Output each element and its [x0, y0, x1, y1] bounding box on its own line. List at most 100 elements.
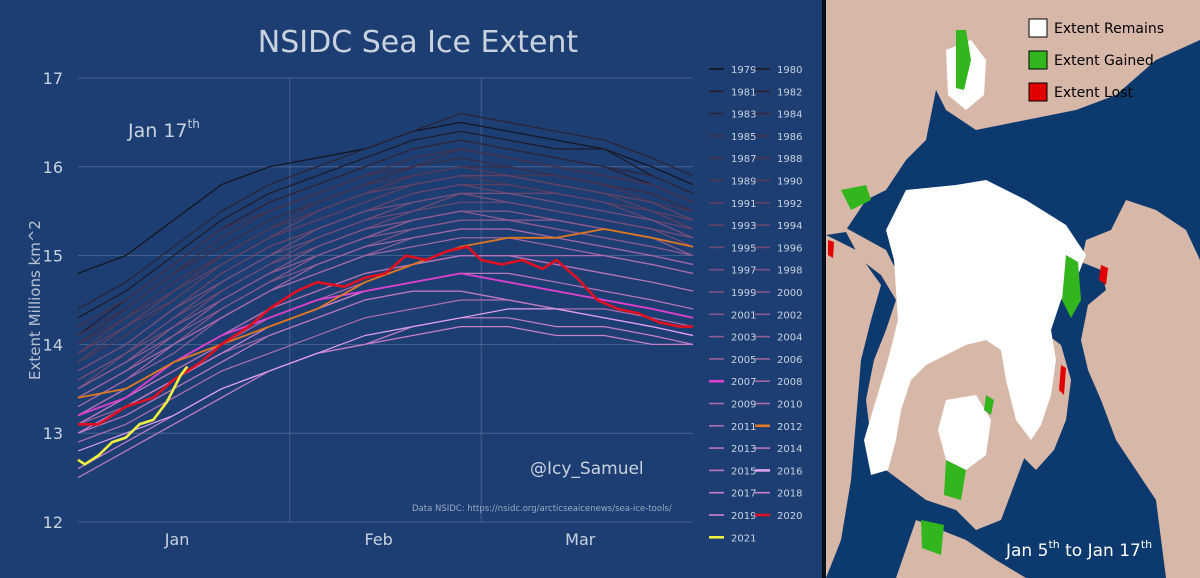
- x-tick-label: Feb: [365, 530, 393, 549]
- y-tick-label: 16: [43, 158, 63, 177]
- legend-label-2001: 2001: [731, 310, 756, 321]
- legend-label-2003: 2003: [731, 333, 756, 344]
- legend-label-1982: 1982: [777, 87, 802, 98]
- extent-gained-5: [921, 520, 944, 555]
- legend-label-2004: 2004: [777, 333, 802, 344]
- series-line-1988: [77, 166, 694, 345]
- extent-gained-1: [956, 30, 971, 90]
- y-axis-label: Extent Millions km^2: [26, 220, 44, 380]
- extent-gained-2: [1062, 255, 1081, 318]
- y-tick-label: 12: [43, 513, 63, 532]
- legend-label-2002: 2002: [777, 310, 802, 321]
- land-siberia-top: [826, 0, 1200, 235]
- extent-gained-4: [944, 460, 966, 500]
- land-scandinavia: [1081, 200, 1200, 578]
- extent-gained-3: [841, 185, 871, 210]
- series-line-1994: [77, 184, 694, 372]
- legend-label-1998: 1998: [777, 266, 802, 277]
- x-tick-label: Mar: [565, 530, 596, 549]
- legend-label-1986: 1986: [777, 132, 802, 143]
- series-line-2011: [77, 299, 694, 443]
- legend-label-1988: 1988: [777, 154, 802, 165]
- legend-label-2017: 2017: [731, 489, 756, 500]
- legend-label-2020: 2020: [777, 511, 802, 522]
- series-line-2012: [77, 228, 694, 399]
- chart-panel: NSIDC Sea Ice Extent 12 13 14 15 16 17 Jan Feb…: [0, 0, 826, 578]
- x-tick-labels: Jan Feb Mar: [164, 530, 596, 549]
- y-tick-label: 14: [43, 335, 63, 354]
- legend-label-1990: 1990: [777, 177, 802, 188]
- series-line-2003: [77, 210, 694, 390]
- map-caption: Jan 5th to Jan 17th: [1005, 538, 1152, 561]
- series-line-1993: [77, 175, 694, 354]
- date-annotation: Jan 17th: [127, 117, 200, 142]
- series-line-2017: [77, 317, 694, 479]
- map-caption-mid: to Jan 17: [1060, 541, 1141, 561]
- legend-label-2013: 2013: [731, 444, 756, 455]
- y-tick-label: 17: [43, 69, 63, 88]
- legend-label-2015: 2015: [731, 466, 756, 477]
- legend-label-gained: Extent Gained: [1054, 53, 1154, 69]
- legend-label-2014: 2014: [777, 444, 802, 455]
- legend-swatch-lost: [1028, 82, 1048, 102]
- series-line-1982: [77, 112, 694, 310]
- legend-label-2008: 2008: [777, 377, 802, 388]
- map-caption-start-sup: th: [1048, 538, 1059, 551]
- chart-background: [0, 0, 826, 578]
- legend: 1979 1980 1981 1982 1983 1984 1985 1986 1987 1988…: [709, 65, 802, 544]
- series-line-1980: [77, 130, 694, 319]
- legend-label-1981: 1981: [731, 87, 756, 98]
- y-tick-label: 13: [43, 424, 63, 443]
- series-lines: [77, 112, 694, 479]
- legend-swatch-gained: [1028, 50, 1048, 70]
- legend-label-1984: 1984: [777, 110, 802, 121]
- legend-label-2012: 2012: [777, 422, 802, 433]
- legend-label-2016: 2016: [777, 466, 802, 477]
- legend-label-2009: 2009: [731, 400, 756, 411]
- map-panel: Extent Remains Extent Gained Extent Lost…: [826, 0, 1200, 578]
- series-line-1997: [77, 192, 694, 381]
- panel-divider: [822, 0, 826, 578]
- legend-label-1995: 1995: [731, 243, 756, 254]
- legend-label-2021: 2021: [731, 533, 756, 544]
- legend-label-1999: 1999: [731, 288, 756, 299]
- extent-lost-1: [1099, 265, 1108, 285]
- legend-label-2011: 2011: [731, 422, 756, 433]
- legend-label-lost: Extent Lost: [1054, 85, 1133, 101]
- map-caption-start: Jan 5: [1005, 541, 1048, 561]
- extent-lost-2: [1059, 365, 1066, 395]
- legend-label-2005: 2005: [731, 355, 756, 366]
- legend-label-2000: 2000: [777, 288, 802, 299]
- legend-label-2018: 2018: [777, 489, 802, 500]
- y-tick-label: 15: [43, 247, 63, 266]
- legend-label-2006: 2006: [777, 355, 802, 366]
- legend-label-remains: Extent Remains: [1054, 21, 1164, 37]
- extent-lost-3: [828, 240, 834, 258]
- legend-label-1989: 1989: [731, 177, 756, 188]
- series-line-2009: [77, 237, 694, 408]
- map-legend: Extent Remains Extent Gained Extent Lost: [1028, 18, 1164, 102]
- map-caption-end-sup: th: [1141, 538, 1152, 551]
- watermark: @Icy_Samuel: [530, 459, 644, 479]
- legend-label-1985: 1985: [731, 132, 756, 143]
- legend-swatch-remains: [1028, 18, 1048, 38]
- land-west-coast: [826, 235, 881, 578]
- legend-label-1979: 1979: [731, 65, 756, 76]
- ice-hudson: [938, 395, 991, 470]
- legend-label-1993: 1993: [731, 221, 756, 232]
- legend-label-1983: 1983: [731, 110, 756, 121]
- legend-label-1980: 1980: [777, 65, 802, 76]
- y-tick-labels: 12 13 14 15 16 17: [43, 69, 63, 532]
- legend-label-1991: 1991: [731, 199, 756, 210]
- legend-label-1992: 1992: [777, 199, 802, 210]
- series-line-2002: [77, 219, 694, 399]
- series-line-2021: [77, 365, 189, 466]
- legend-label-1997: 1997: [731, 266, 756, 277]
- legend-label-2019: 2019: [731, 511, 756, 522]
- series-line-2020: [78, 245, 693, 426]
- legend-label-2007: 2007: [731, 377, 756, 388]
- extent-gained-6: [984, 395, 994, 415]
- legend-label-2010: 2010: [777, 400, 802, 411]
- date-annotation-text: Jan 17: [127, 120, 188, 142]
